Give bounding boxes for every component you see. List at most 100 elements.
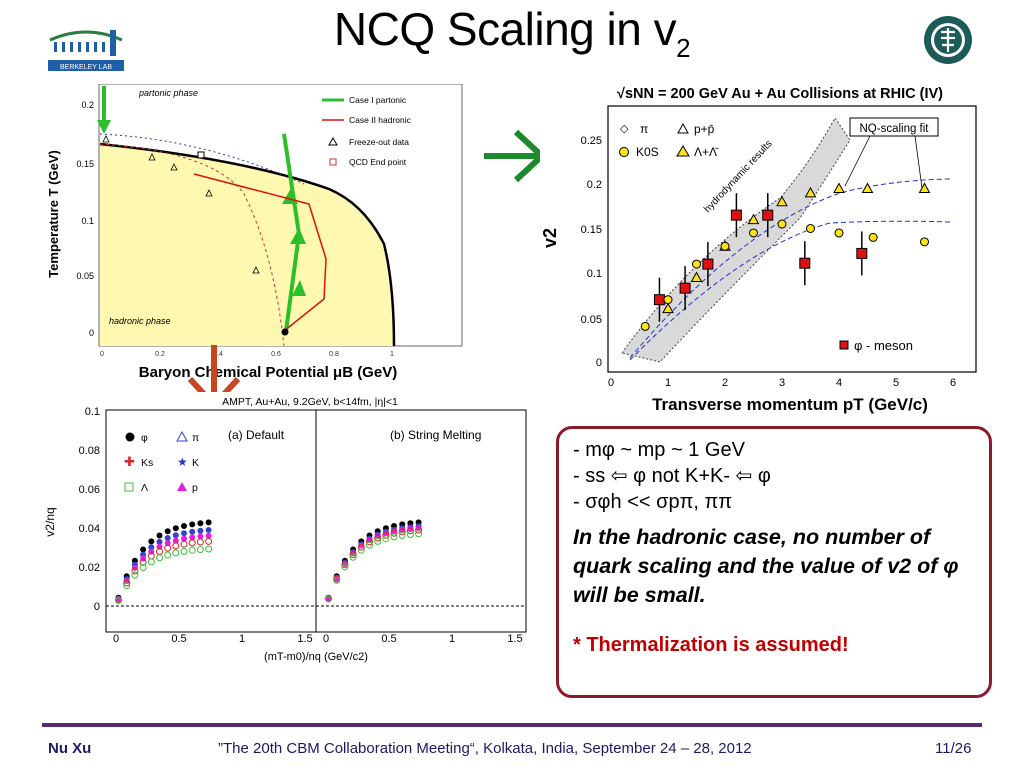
phi-point [140, 546, 147, 553]
y-tick: 0.15 [76, 159, 94, 169]
p-point [164, 540, 171, 547]
panel-a-label: (a) Default [228, 428, 285, 442]
legend-case-ii: Case II hadronic [349, 115, 412, 125]
lambda-point [382, 535, 390, 543]
p-point [156, 543, 163, 550]
k0s-point [806, 224, 815, 233]
ks-point [205, 537, 213, 545]
phi-point [148, 538, 155, 545]
k-point [181, 530, 187, 537]
x-tick: 4 [836, 377, 842, 389]
p-point [407, 525, 414, 532]
legend-k0s: K0S [636, 145, 659, 159]
rhic-v2-chart: √sNN = 200 GeV Au + Au Collisions at RHI… [540, 78, 980, 418]
k-point [156, 538, 163, 545]
legend-p: p [192, 482, 198, 494]
legend-pi: π [640, 122, 648, 136]
cross-section-note: - σφh << σpπ, ππ [573, 491, 733, 513]
x-tick: 5 [893, 377, 899, 389]
slide-title: NCQ Scaling in v2 [333, 3, 691, 63]
legend-ks: Ks [141, 457, 153, 469]
k-point [172, 532, 179, 539]
p-point [123, 578, 130, 584]
y-tick: 0.2 [81, 100, 94, 110]
p-point [415, 525, 422, 532]
p-point [391, 528, 397, 535]
p-point [197, 533, 204, 540]
ks-point [164, 544, 172, 552]
p-point [374, 533, 381, 540]
ks-point [131, 567, 139, 575]
lambda-point [398, 532, 406, 539]
x-tick: 1 [449, 633, 455, 645]
lambda-point [349, 553, 357, 561]
lambda-point [325, 595, 332, 603]
phi-point [205, 519, 212, 526]
y-tick: 0.1 [81, 216, 94, 226]
lambda-point [833, 182, 845, 193]
ks-point [139, 558, 147, 566]
legend-k: K [192, 457, 199, 469]
legend-end-point: QCD End point [349, 157, 407, 167]
x-tick: 0.5 [171, 633, 186, 645]
p-point [205, 532, 212, 539]
y-tick: 0.08 [79, 445, 100, 457]
ampt-ylabel: v2/nq [43, 507, 57, 536]
footer-author: Nu Xu [48, 740, 92, 757]
k-point [197, 527, 204, 534]
k0s-point [777, 219, 787, 229]
lambda-point [131, 571, 139, 579]
nq-fit-label: NQ-scaling fit [859, 123, 929, 135]
p-point [399, 526, 406, 533]
phi-point [730, 209, 742, 221]
phi-point [131, 557, 138, 564]
lambda-point [180, 547, 188, 555]
phi-point [189, 521, 196, 528]
mass-note: - mφ ~ mp ~ 1 GeV [573, 439, 745, 461]
x-tick: 1 [239, 633, 245, 645]
x-tick: 0 [608, 377, 614, 389]
ks-point [415, 526, 423, 534]
legend-p: p+p̄ [694, 122, 715, 136]
phase-diagram: partonic phase hadronic phase Case I par… [44, 84, 464, 384]
ks-point [172, 542, 180, 550]
ks-point [196, 538, 204, 546]
legend-pi: π [192, 432, 199, 444]
phi-point [702, 258, 714, 270]
k0s-point [749, 228, 758, 238]
y-tick: 0.1 [85, 406, 100, 418]
x-tick: 0.2 [155, 351, 165, 358]
lambda-point [374, 537, 382, 545]
y-tick: 0.2 [587, 179, 602, 191]
y-tick: 0.25 [581, 135, 602, 147]
rhic-chart-title: √sNN = 200 GeV Au + Au Collisions at RHI… [617, 86, 943, 102]
x-tick: 0.4 [213, 351, 223, 358]
legend-lambda: Λ+Λ̄ [694, 145, 719, 159]
p-point [189, 534, 196, 541]
phi-meson-label: φ - meson [854, 338, 913, 353]
phi-point [181, 523, 187, 529]
lambda-point [406, 531, 414, 538]
y-tick: 0 [89, 328, 94, 338]
y-tick: 0.06 [79, 484, 100, 496]
logo-text: BERKELEY LAB [60, 64, 112, 71]
lambda-point [690, 271, 703, 282]
lambda-point [205, 545, 213, 553]
lambda-point [390, 533, 398, 541]
lambda-point [415, 530, 423, 538]
x-tick: 0.5 [381, 633, 396, 645]
ks-point [382, 531, 390, 539]
lambda-point [861, 182, 874, 193]
k0s-point [663, 295, 673, 305]
lambda-point [804, 186, 817, 198]
ks-point [366, 538, 373, 546]
lambda-point [357, 546, 365, 554]
ks-point [188, 539, 196, 547]
phi-point [762, 209, 774, 221]
y-tick: 0 [94, 601, 100, 613]
ampt-xlabel: (mT-m0)/nq (GeV/c2) [264, 651, 368, 663]
lambda-point [918, 182, 931, 193]
footer-divider [42, 723, 982, 727]
k0s-point [640, 321, 650, 331]
phase-diagram-ylabel: Temperature T (GeV) [46, 150, 61, 278]
